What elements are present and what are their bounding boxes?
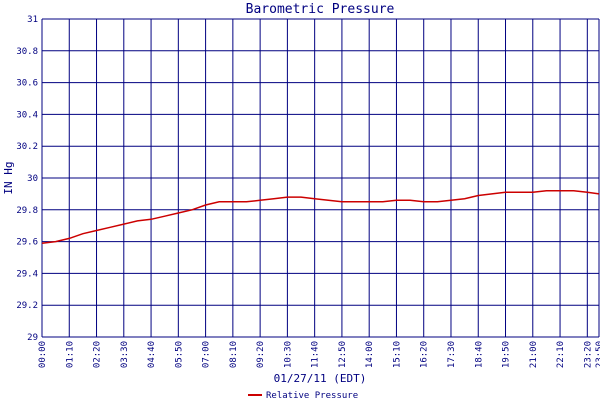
- x-tick-label: 03:30: [120, 341, 130, 368]
- y-tick-label: 29.2: [16, 301, 38, 311]
- x-tick-labels: 00:00 01:10 02:20 03:30 04:40 05:50 07:00 08:10…: [38, 341, 600, 368]
- x-tick-label: 05:50: [174, 341, 184, 368]
- x-tick-label: 18:40: [474, 341, 484, 368]
- x-tick-label: 07:00: [202, 341, 212, 368]
- y-tick-label: 30.2: [16, 142, 38, 152]
- x-tick-label: 00:00: [38, 341, 48, 368]
- y-tick-label: 29: [27, 333, 38, 343]
- x-tick-label: 21:00: [529, 341, 539, 368]
- y-tick-label: 29.8: [16, 206, 38, 216]
- y-tick-label: 30.8: [16, 47, 38, 57]
- y-axis-label: IN Hg: [2, 161, 15, 194]
- legend-label: Relative Pressure: [266, 391, 358, 400]
- x-tick-label: 09:20: [256, 341, 266, 368]
- x-tick-label: 16:20: [420, 341, 430, 368]
- chart-title: Barometric Pressure: [246, 2, 395, 17]
- x-tick-label: 23:20: [583, 341, 593, 368]
- grid-layer: [41, 18, 600, 338]
- x-tick-label: 10:30: [283, 341, 293, 368]
- x-tick-label: 02:20: [93, 341, 103, 368]
- y-tick-label: 31: [27, 15, 38, 25]
- x-tick-label: 23:50: [595, 341, 600, 368]
- series-layer: [41, 189, 600, 244]
- x-tick-label: 04:40: [147, 341, 157, 368]
- y-tick-labels: 29 29.2 29.4 29.6 29.8 30 30.2 30.4 30.6 30.8 31: [16, 15, 38, 343]
- x-tick-label: 12:50: [338, 341, 348, 368]
- x-axis-label: 01/27/11 (EDT): [274, 372, 367, 385]
- x-tick-label: 01:10: [65, 341, 75, 368]
- x-tick-label: 08:10: [229, 341, 239, 368]
- series-line-relative-pressure: [41, 189, 600, 244]
- legend: Relative Pressure: [248, 391, 358, 400]
- x-tick-label: 11:40: [311, 341, 321, 368]
- x-tick-label: 15:10: [392, 341, 402, 368]
- x-tick-label: 22:10: [556, 341, 566, 368]
- x-tick-label: 14:00: [365, 341, 375, 368]
- x-tick-label: 17:30: [447, 341, 457, 368]
- y-tick-label: 30.4: [16, 110, 38, 120]
- y-tick-label: 29.4: [16, 269, 38, 279]
- y-tick-label: 29.6: [16, 238, 38, 248]
- y-tick-label: 30: [27, 174, 38, 184]
- x-tick-label: 19:50: [502, 341, 512, 368]
- y-tick-label: 30.6: [16, 79, 38, 89]
